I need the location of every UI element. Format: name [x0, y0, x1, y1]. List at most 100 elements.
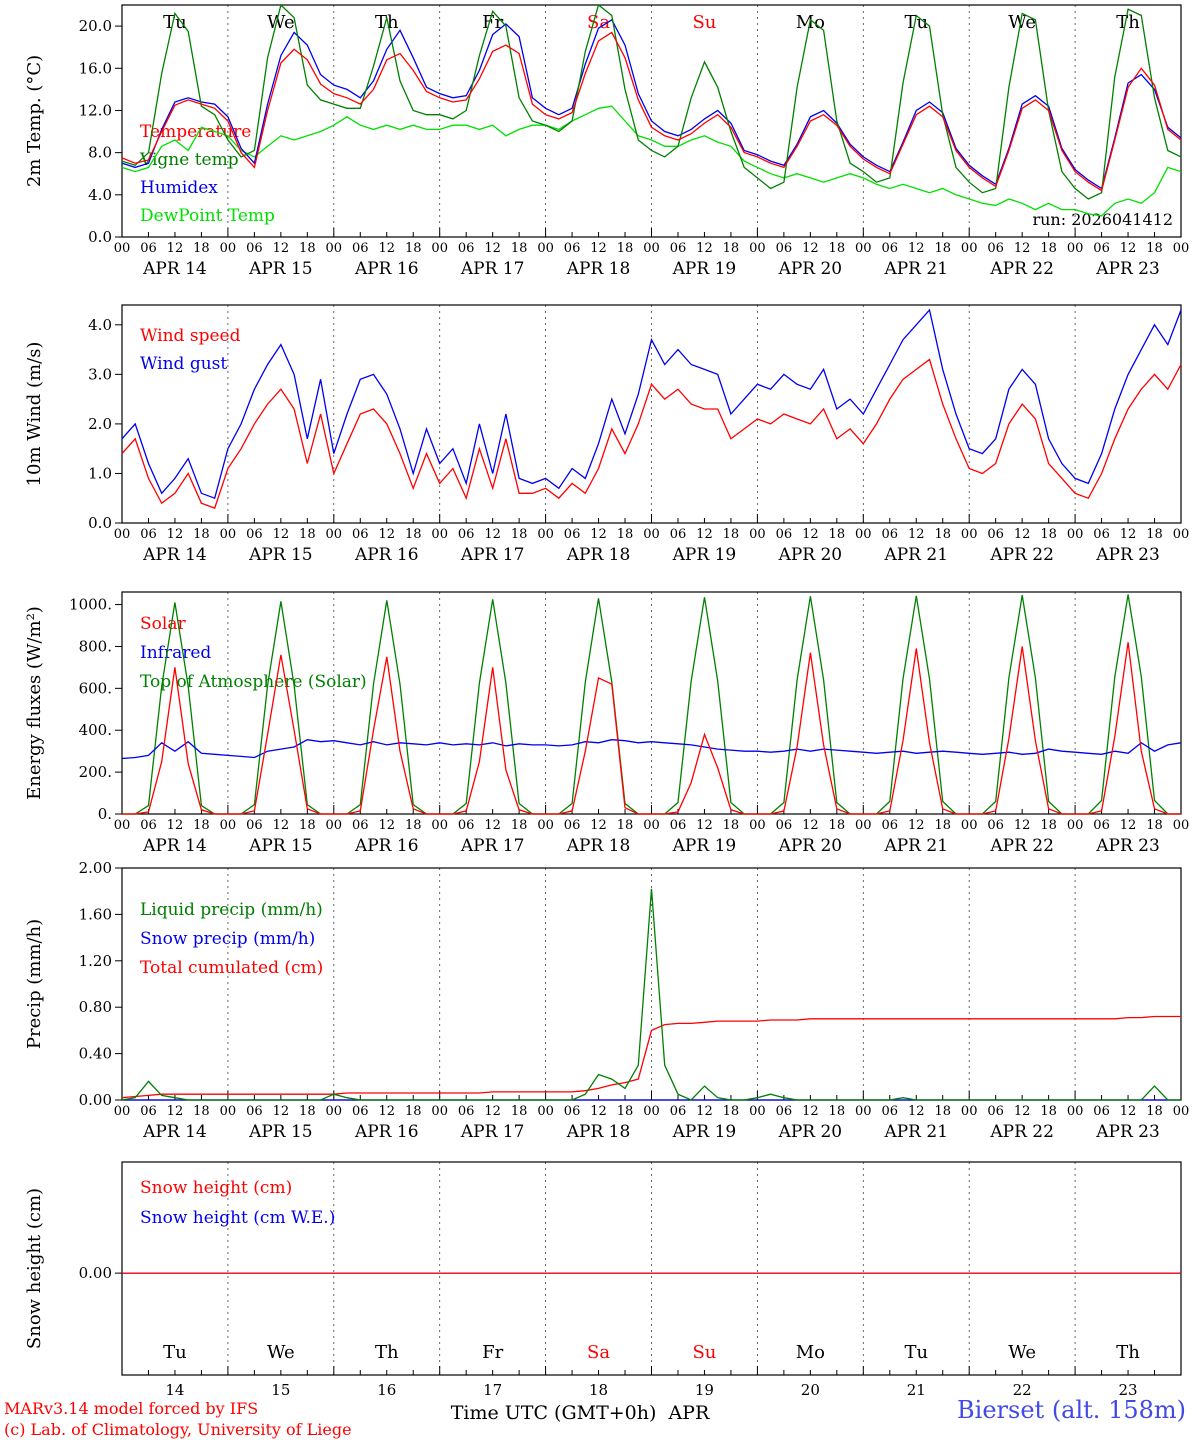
x-axis-hour-label: 06: [882, 527, 899, 542]
x-axis-hour-label: 18: [511, 1104, 528, 1119]
legend-snow-height-cm-w-e: Snow height (cm W.E.): [140, 1208, 335, 1228]
x-axis-day-label: APR 15: [248, 545, 313, 565]
snow-panel: 0.00 Snow height (cm) Snow height (cm) Snow…: [24, 1161, 1182, 1399]
x-axis-hour-label: 06: [670, 1104, 687, 1119]
x-axis-hour-label: 18: [829, 818, 846, 833]
model-credits: MARv3.14 model forced by IFS (c) Lab. of…: [4, 1398, 352, 1440]
weekday-label: Mo: [796, 1342, 825, 1363]
x-axis-hour-label: 12: [1120, 241, 1137, 256]
day-number-label: 19: [695, 1381, 714, 1399]
weekday-label: Th: [375, 12, 399, 33]
y-axis-tick-label: 20.0: [79, 17, 112, 35]
y-axis-tick-label: 2.00: [79, 859, 112, 877]
x-axis-day-label: APR 23: [1095, 1122, 1160, 1142]
x-axis-hour-label: 00: [1173, 527, 1190, 542]
y-axis-tick-label: 3.0: [88, 365, 112, 383]
x-axis-hour-label: 18: [299, 1104, 316, 1119]
x-axis-hour-label: 18: [193, 527, 210, 542]
x-axis-hour-label: 06: [246, 1104, 263, 1119]
x-axis-hour-label: 18: [934, 527, 951, 542]
x-axis-hour-label: 18: [1146, 241, 1163, 256]
x-axis-hour-label: 00: [326, 818, 343, 833]
x-axis-hour-label: 12: [802, 1104, 819, 1119]
x-axis-hour-label: 00: [643, 241, 660, 256]
x-axis-hour-label: 18: [511, 241, 528, 256]
solar-line: [122, 642, 1181, 815]
x-axis-hour-label: 12: [167, 241, 184, 256]
x-axis-hour-label: 18: [193, 1104, 210, 1119]
station-label: Bierset (alt. 158m): [957, 1396, 1186, 1424]
x-axis-hour-label: 06: [458, 241, 475, 256]
x-axis-hour-label: 00: [537, 241, 554, 256]
x-axis-hour-label: 18: [617, 527, 634, 542]
x-axis-hour-label: 00: [114, 1104, 131, 1119]
x-axis-hour-label: 06: [1093, 818, 1110, 833]
x-axis-hour-label: 00: [1173, 241, 1190, 256]
y-axis-title: Precip (mm/h): [24, 919, 45, 1049]
x-axis-hour-label: 12: [590, 241, 607, 256]
x-axis-day-label: APR 19: [672, 545, 737, 565]
x-axis-hour-label: 00: [1067, 818, 1084, 833]
x-axis-hour-label: 06: [670, 241, 687, 256]
x-axis-hour-label: 12: [273, 527, 290, 542]
x-axis-hour-label: 18: [617, 241, 634, 256]
x-axis-hour-label: 12: [484, 241, 501, 256]
x-axis-hour-label: 06: [246, 527, 263, 542]
x-axis-hour-label: 12: [1014, 241, 1031, 256]
x-axis-hour-label: 06: [564, 241, 581, 256]
legend-dewpoint-temp: DewPoint Temp: [140, 206, 275, 226]
x-axis-hour-label: 18: [405, 527, 422, 542]
x-axis-hour-label: 00: [326, 241, 343, 256]
x-axis-hour-label: 12: [908, 818, 925, 833]
y-axis-tick-label: 0.00: [79, 1264, 112, 1282]
y-axis-tick-label: 16.0: [79, 59, 112, 77]
weekday-label: Th: [375, 1342, 399, 1363]
x-axis-hour-label: 12: [1120, 818, 1137, 833]
x-axis-hour-label: 18: [193, 818, 210, 833]
x-axis-day-label: APR 23: [1095, 836, 1160, 856]
x-axis-hour-label: 12: [378, 1104, 395, 1119]
x-axis-day-label: APR 18: [566, 1122, 631, 1142]
legend-wind-gust: Wind gust: [140, 354, 227, 374]
x-axis-day-label: APR 19: [672, 259, 737, 279]
x-axis-day-label: APR 21: [883, 545, 948, 565]
x-axis-hour-label: 00: [431, 1104, 448, 1119]
dewpoint-temp-line: [121, 105, 1182, 217]
x-axis-hour-label: 00: [749, 527, 766, 542]
x-axis-hour-label: 18: [299, 241, 316, 256]
weekday-label: Tu: [163, 12, 187, 33]
x-axis-day-label: APR 17: [460, 836, 525, 856]
x-axis-day-label: APR 15: [248, 259, 313, 279]
x-axis-hour-label: 18: [1040, 818, 1057, 833]
x-axis-hour-label: 18: [1146, 1104, 1163, 1119]
y-axis-tick-label: 1.20: [79, 952, 112, 970]
x-axis-day-label: APR 19: [672, 836, 737, 856]
x-axis-hour-label: 00: [114, 818, 131, 833]
y-axis-tick-label: 0.80: [79, 998, 112, 1016]
y-axis-tick-label: 2.0: [88, 415, 112, 433]
x-axis-hour-label: 00: [749, 241, 766, 256]
x-axis-hour-label: 00: [114, 241, 131, 256]
x-axis-hour-label: 06: [882, 818, 899, 833]
x-axis-day-label: APR 14: [142, 836, 207, 856]
x-axis-hour-label: 06: [776, 1104, 793, 1119]
x-axis-hour-label: 00: [855, 818, 872, 833]
x-axis-day-label: APR 21: [883, 836, 948, 856]
x-axis-hour-label: 00: [431, 241, 448, 256]
x-axis-day-label: APR 19: [672, 1122, 737, 1142]
x-axis-hour-label: 00: [749, 818, 766, 833]
x-axis-hour-label: 06: [1093, 241, 1110, 256]
x-axis-hour-label: 00: [220, 1104, 237, 1119]
x-axis-hour-label: 06: [776, 527, 793, 542]
x-axis-hour-label: 12: [802, 818, 819, 833]
legend-top-of-atmosphere-solar: Top of Atmosphere (Solar): [140, 672, 367, 692]
x-axis-hour-label: 12: [484, 818, 501, 833]
x-axis-hour-label: 00: [1173, 818, 1190, 833]
x-axis-hour-label: 18: [1040, 1104, 1057, 1119]
x-axis-hour-label: 06: [458, 818, 475, 833]
x-axis-day-label: APR 18: [566, 836, 631, 856]
x-axis-hour-label: 12: [590, 1104, 607, 1119]
day-number-label: 16: [377, 1381, 396, 1399]
x-axis-hour-label: 06: [564, 818, 581, 833]
x-axis-hour-label: 06: [564, 527, 581, 542]
